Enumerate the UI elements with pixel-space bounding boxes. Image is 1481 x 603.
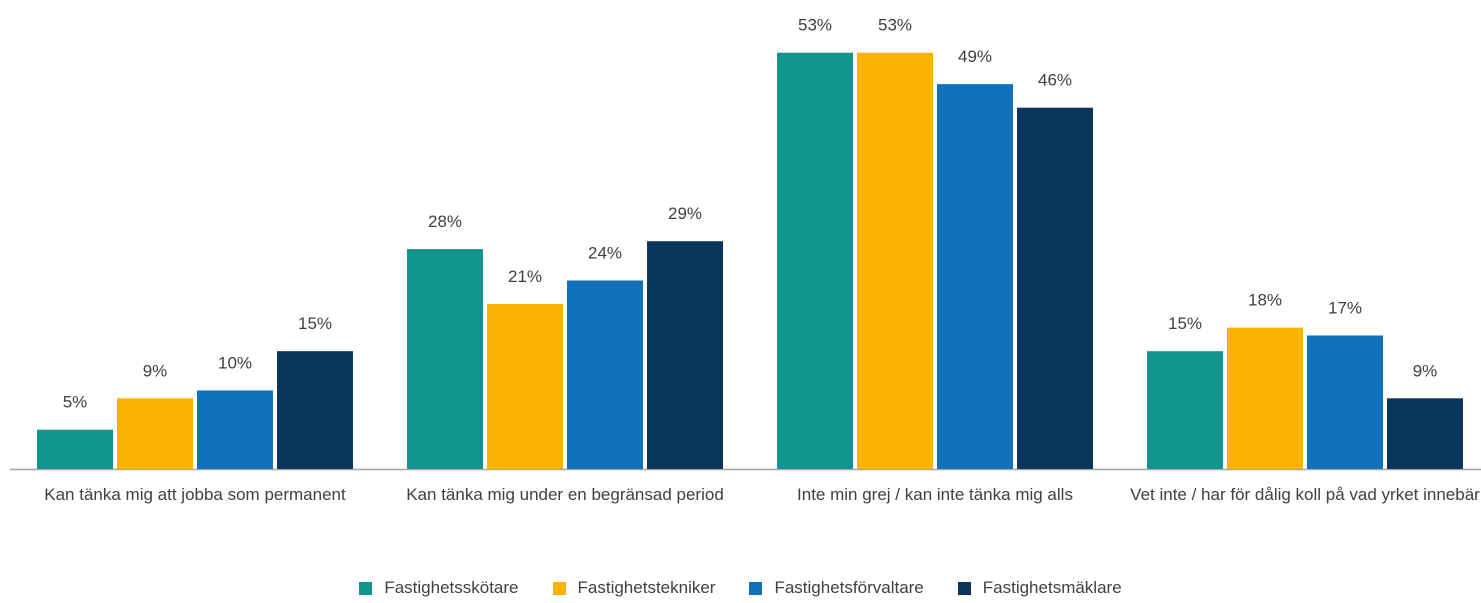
data-label: 15% — [1168, 314, 1202, 333]
bar — [857, 52, 933, 469]
data-label: 5% — [63, 393, 88, 412]
legend-swatch — [749, 581, 763, 595]
bar — [117, 398, 193, 469]
legend-swatch — [957, 581, 971, 595]
bar — [1307, 335, 1383, 469]
bar — [1227, 327, 1303, 469]
data-label: 28% — [428, 212, 462, 231]
x-tick-label: Kan tänka mig att jobba som permanent — [44, 485, 346, 504]
bar — [277, 351, 353, 469]
data-label: 49% — [958, 47, 992, 66]
data-label: 24% — [588, 243, 622, 262]
bar — [197, 390, 273, 469]
data-label: 53% — [798, 16, 832, 35]
data-label: 46% — [1038, 71, 1072, 90]
legend-item: Fastighetstekniker — [552, 578, 716, 598]
legend-label: Fastighetstekniker — [577, 578, 716, 597]
data-label: 21% — [508, 267, 542, 286]
bar — [1147, 351, 1223, 469]
legend-swatch — [552, 581, 566, 595]
data-label: 10% — [218, 353, 252, 372]
bar — [407, 249, 483, 469]
x-tick-label: Vet inte / har för dålig koll på vad yrk… — [1130, 485, 1480, 504]
legend-label: Fastighetsförvaltare — [774, 578, 924, 597]
bar — [1387, 398, 1463, 469]
data-label: 9% — [1413, 361, 1438, 380]
legend-label: Fastighetsmäklare — [982, 578, 1122, 597]
legend-item: Fastighetsskötare — [359, 578, 519, 598]
legend-label: Fastighetsskötare — [384, 578, 519, 597]
legend-item: Fastighetsmäklare — [957, 578, 1122, 598]
data-label: 15% — [298, 314, 332, 333]
bar — [37, 429, 113, 469]
data-label: 53% — [878, 16, 912, 35]
data-label: 29% — [668, 204, 702, 223]
bar — [647, 241, 723, 469]
bar — [487, 304, 563, 469]
x-tick-label: Inte min grej / kan inte tänka mig alls — [797, 485, 1073, 504]
data-label: 9% — [143, 361, 168, 380]
x-tick-label: Kan tänka mig under en begränsad period — [406, 485, 724, 504]
data-label: 18% — [1248, 291, 1282, 310]
data-label: 17% — [1328, 298, 1362, 317]
bar — [567, 280, 643, 469]
legend: Fastighetsskötare Fastighetstekniker Fasti… — [0, 578, 1481, 598]
legend-item: Fastighetsförvaltare — [749, 578, 924, 598]
bar — [1017, 107, 1093, 469]
bar — [777, 52, 853, 469]
legend-swatch — [359, 581, 373, 595]
bar — [937, 84, 1013, 470]
